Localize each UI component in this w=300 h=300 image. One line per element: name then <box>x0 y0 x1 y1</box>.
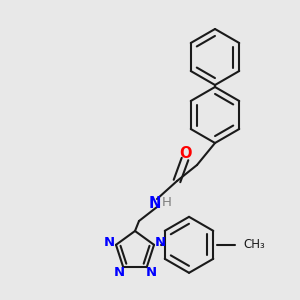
Text: N: N <box>149 196 161 211</box>
Text: N: N <box>104 236 115 249</box>
Text: N: N <box>114 266 125 279</box>
Text: N: N <box>155 236 166 249</box>
Text: N: N <box>145 266 156 279</box>
Text: H: H <box>162 196 172 209</box>
Text: CH₃: CH₃ <box>243 238 265 251</box>
Text: O: O <box>179 146 191 161</box>
